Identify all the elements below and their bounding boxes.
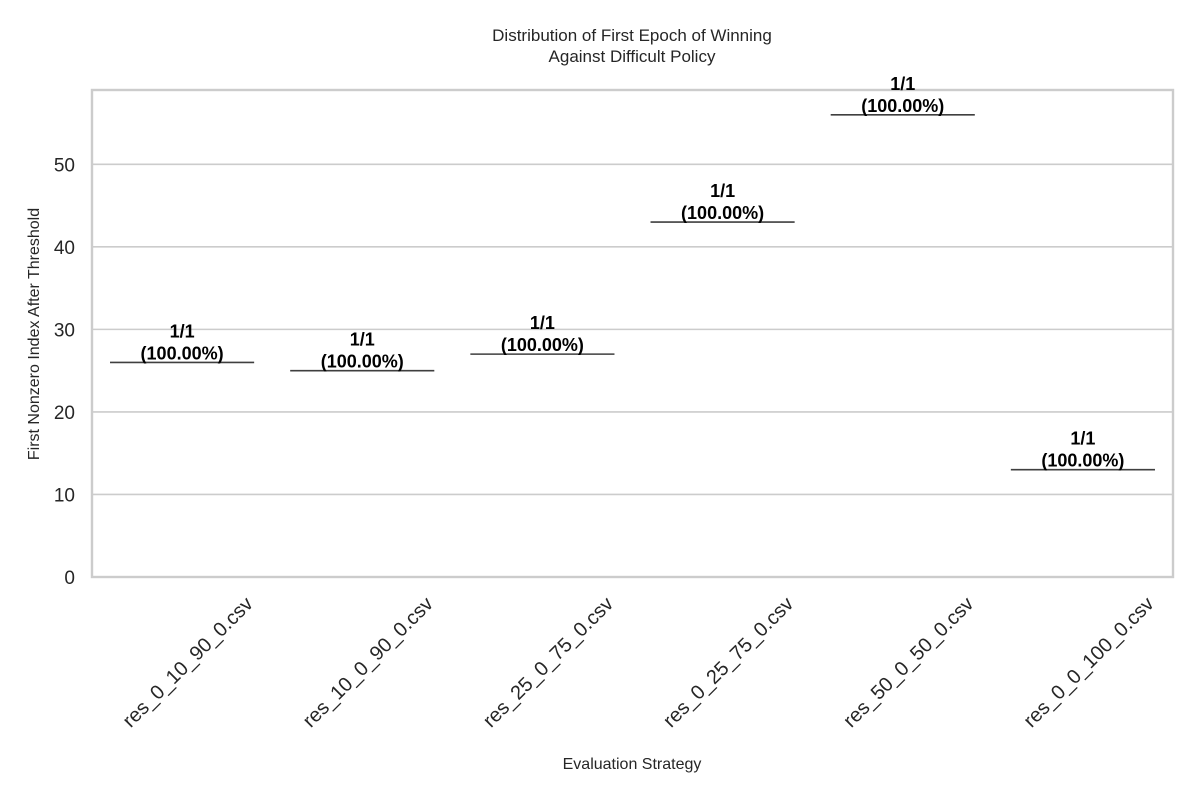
y-axis-title: First Nonzero Index After Threshold [26,208,43,460]
x-tick-label: res_25_0_75_0.csv [479,593,618,732]
x-tick-label: res_0_0_100_0.csv [1019,593,1158,732]
plot-frame [90,88,1175,579]
y-axis-ticks: 0 10 20 30 40 50 [54,155,75,589]
x-tick-label: res_10_0_90_0.csv [299,593,438,732]
chart-title-line: Distribution of First Epoch of Winning [492,26,772,45]
y-tick-label: 0 [64,568,75,589]
y-tick-label: 10 [54,485,75,506]
x-tick-label: res_0_10_90_0.csv [119,593,258,732]
percent-label: (100.00%) [681,203,764,223]
data-labels: 1/1(100.00%)1/1(100.00%)1/1(100.00%)1/1(… [141,74,1125,471]
chart-title-line: Against Difficult Policy [549,47,716,66]
chart-marks [110,113,1155,471]
x-tick-label: res_50_0_50_0.csv [839,593,978,732]
count-label: 1/1 [350,330,375,350]
chart-title: Distribution of First Epoch of Winning Ag… [492,26,772,66]
x-axis-ticks: res_0_10_90_0.csv res_10_0_90_0.csv res_25… [119,593,1159,732]
percent-label: (100.00%) [141,343,224,363]
count-label: 1/1 [1070,429,1095,449]
percent-label: (100.00%) [501,335,584,355]
y-tick-label: 50 [54,155,75,176]
percent-label: (100.00%) [861,96,944,116]
x-axis-title: Evaluation Strategy [563,756,702,773]
count-label: 1/1 [890,74,915,94]
plot-area-border [90,88,1175,579]
count-label: 1/1 [710,181,735,201]
count-label: 1/1 [530,313,555,333]
y-tick-label: 20 [54,403,75,424]
grid [92,163,1173,496]
percent-label: (100.00%) [1041,451,1124,471]
y-tick-label: 30 [54,320,75,341]
count-label: 1/1 [170,321,195,341]
x-tick-label: res_0_25_75_0.csv [659,593,798,732]
y-tick-label: 40 [54,238,75,259]
percent-label: (100.00%) [321,352,404,372]
